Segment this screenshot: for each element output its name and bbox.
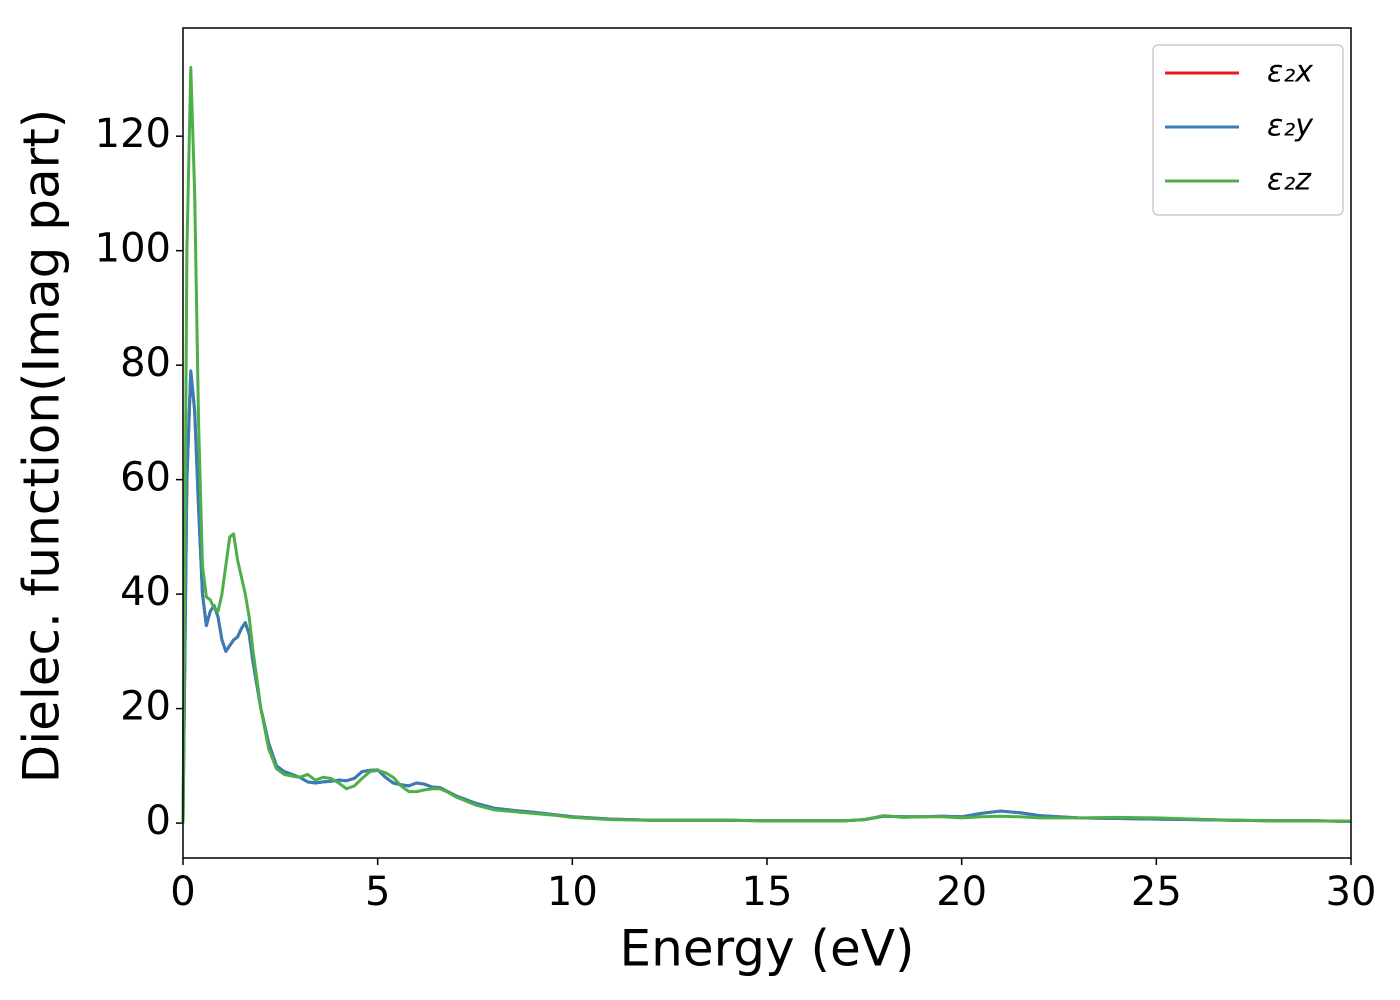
y-tick-label: 120	[95, 111, 171, 157]
y-tick-label: 20	[120, 684, 171, 730]
x-tick-label: 10	[547, 869, 598, 915]
x-axis-label: Energy (eV)	[620, 920, 915, 978]
legend-label: ε₂x	[1267, 55, 1313, 90]
plot-frame	[182, 27, 1352, 859]
data-line	[181, 369, 1352, 824]
y-tick-label: 0	[146, 798, 171, 844]
legend-box	[1152, 44, 1344, 216]
y-tick-label: 60	[120, 455, 171, 501]
legend-label: ε₂y	[1267, 109, 1314, 144]
y-axis-label: Dielec. function(Imag part)	[13, 109, 71, 784]
legend-label: ε₂z	[1267, 163, 1312, 198]
x-tick-label: 15	[742, 869, 793, 915]
x-tick-label: 20	[936, 869, 987, 915]
x-tick-label: 5	[365, 869, 390, 915]
x-tick-label: 0	[170, 869, 195, 915]
y-tick-label: 40	[120, 569, 171, 615]
y-tick-label: 100	[95, 226, 171, 272]
data-line	[181, 369, 1352, 824]
data-line	[181, 66, 1352, 824]
x-tick-label: 30	[1326, 869, 1377, 915]
x-tick-label: 25	[1131, 869, 1182, 915]
y-tick-label: 80	[120, 340, 171, 386]
